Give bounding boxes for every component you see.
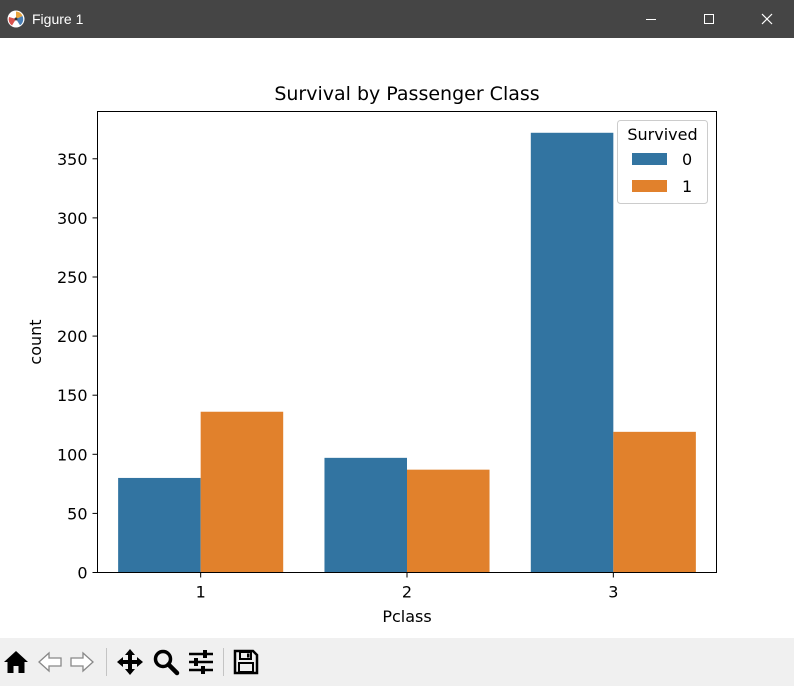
back-arrow-icon bbox=[38, 651, 62, 673]
home-button[interactable] bbox=[0, 646, 32, 678]
window-titlebar: Figure 1 bbox=[0, 0, 794, 38]
window-title: Figure 1 bbox=[32, 11, 84, 27]
y-axis: 0 50 100 150 200 250 300 350 bbox=[57, 150, 98, 583]
pan-button[interactable] bbox=[114, 646, 146, 678]
legend-label-1: 1 bbox=[682, 177, 692, 196]
maximize-button[interactable] bbox=[686, 0, 732, 38]
y-tick-label: 200 bbox=[57, 327, 88, 346]
toolbar-separator bbox=[223, 648, 224, 676]
close-icon bbox=[761, 13, 773, 25]
bar-class-3-survived-0 bbox=[530, 132, 614, 573]
legend: Survived 0 1 bbox=[617, 120, 708, 204]
matplotlib-icon bbox=[7, 10, 25, 28]
back-button[interactable] bbox=[34, 646, 66, 678]
y-tick-label: 300 bbox=[57, 209, 88, 228]
figure-canvas[interactable]: Survival by Passenger Class 0 50 100 150 200… bbox=[0, 38, 794, 638]
minimize-icon bbox=[646, 19, 656, 20]
bar-class-2-survived-0 bbox=[324, 457, 407, 573]
maximize-icon bbox=[704, 14, 714, 24]
x-tick-label: 3 bbox=[608, 583, 618, 602]
home-icon bbox=[4, 651, 28, 673]
configure-subplots-button[interactable] bbox=[185, 646, 217, 678]
legend-swatch-0 bbox=[632, 153, 667, 165]
minimize-button[interactable] bbox=[628, 0, 674, 38]
x-axis-label: Pclass bbox=[382, 607, 431, 626]
save-button[interactable] bbox=[230, 646, 262, 678]
save-floppy-icon bbox=[233, 649, 259, 675]
pan-move-icon bbox=[117, 649, 143, 675]
legend-swatch-1 bbox=[632, 180, 667, 192]
y-axis-label: count bbox=[26, 319, 45, 364]
y-tick-label: 350 bbox=[57, 150, 88, 169]
x-tick-label: 1 bbox=[196, 583, 206, 602]
x-tick-label: 2 bbox=[402, 583, 412, 602]
legend-label-0: 0 bbox=[682, 150, 692, 169]
navigation-toolbar bbox=[0, 638, 794, 686]
configure-subplots-icon bbox=[189, 650, 213, 674]
bars-group bbox=[118, 132, 696, 573]
zoom-magnifier-icon bbox=[153, 649, 180, 676]
chart-title: Survival by Passenger Class bbox=[274, 83, 539, 105]
bar-class-3-survived-1 bbox=[613, 431, 696, 573]
zoom-button[interactable] bbox=[150, 646, 182, 678]
forward-button[interactable] bbox=[66, 646, 98, 678]
y-tick-label: 150 bbox=[57, 386, 88, 405]
y-tick-label: 250 bbox=[57, 268, 88, 287]
forward-arrow-icon bbox=[70, 651, 94, 673]
bar-class-1-survived-0 bbox=[118, 477, 201, 573]
bar-chart: Survival by Passenger Class 050100150200… bbox=[26, 83, 717, 626]
plot-frame bbox=[97, 111, 717, 573]
y-tick-label: 0 bbox=[77, 564, 87, 583]
y-tick-label: 50 bbox=[67, 504, 87, 523]
toolbar-separator bbox=[106, 648, 107, 676]
bar-class-1-survived-1 bbox=[200, 411, 284, 573]
y-tick-label: 100 bbox=[57, 445, 88, 464]
close-button[interactable] bbox=[744, 0, 790, 38]
legend-title: Survived bbox=[627, 125, 697, 144]
x-axis: 1 2 3 bbox=[196, 572, 618, 602]
bar-class-2-survived-1 bbox=[407, 469, 490, 573]
